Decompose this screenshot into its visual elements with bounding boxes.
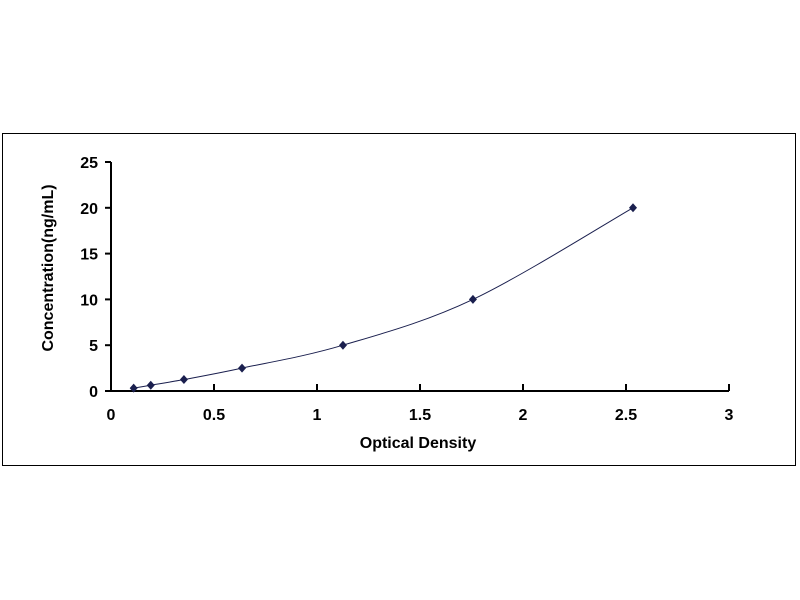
x-axis-label: Optical Density bbox=[360, 435, 477, 452]
x-tick-label: 1 bbox=[313, 407, 322, 424]
fit-curve bbox=[133, 207, 634, 389]
y-tick-label: 10 bbox=[80, 292, 98, 309]
data-point bbox=[146, 380, 155, 390]
data-point bbox=[338, 340, 347, 350]
x-tick-label: 0.5 bbox=[203, 407, 225, 424]
data-point bbox=[129, 383, 138, 393]
x-tick-label: 1.5 bbox=[409, 407, 431, 424]
x-tick-label: 2 bbox=[519, 407, 528, 424]
y-tick-label: 0 bbox=[89, 384, 98, 401]
y-tick-label: 20 bbox=[80, 201, 98, 218]
data-point bbox=[179, 375, 188, 385]
data-point bbox=[238, 363, 247, 373]
x-tick-label: 3 bbox=[725, 407, 734, 424]
x-tick-label: 2.5 bbox=[615, 407, 637, 424]
y-tick-label: 5 bbox=[89, 338, 98, 355]
y-axis-label: Concentration(ng/mL) bbox=[40, 184, 57, 351]
y-tick-label: 15 bbox=[80, 247, 98, 264]
data-point bbox=[629, 203, 638, 213]
y-tick-label: 25 bbox=[80, 155, 98, 172]
data-point bbox=[468, 294, 477, 304]
chart-frame bbox=[2, 133, 796, 466]
x-tick-label: 0 bbox=[107, 407, 116, 424]
